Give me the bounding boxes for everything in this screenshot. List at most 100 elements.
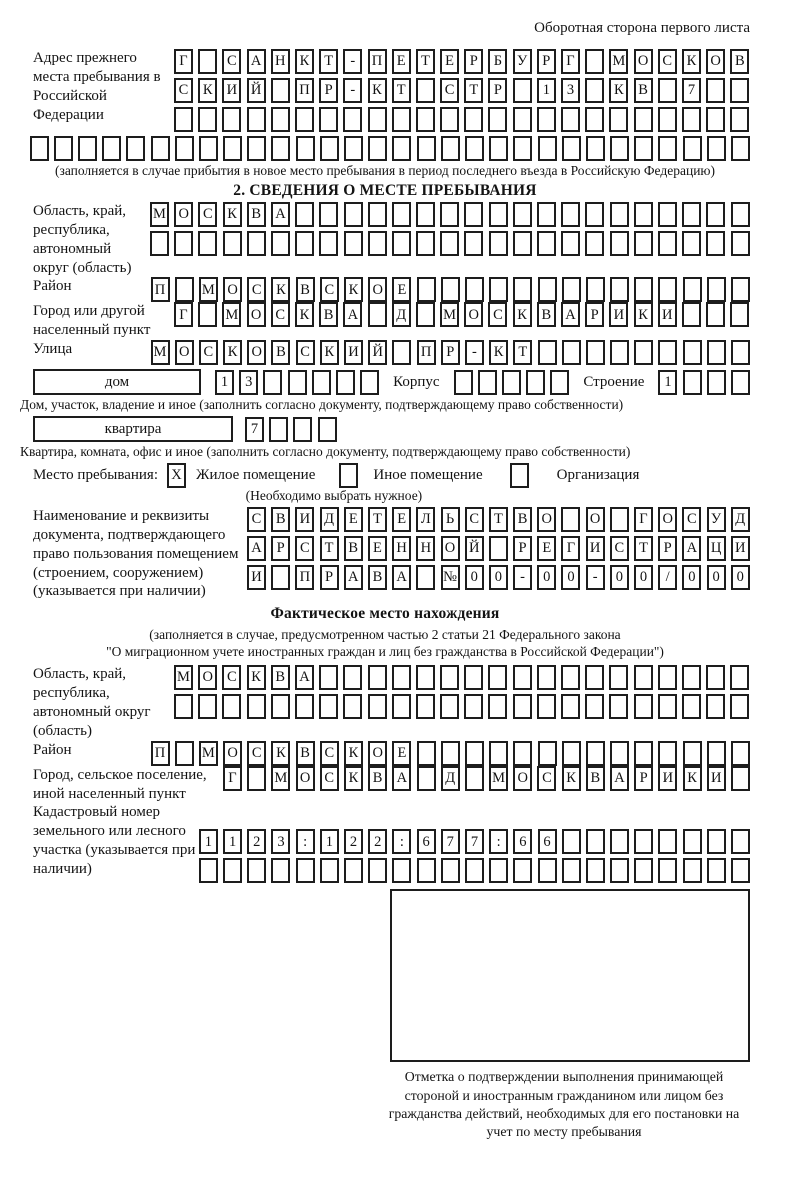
char-box[interactable] <box>295 230 315 256</box>
char-box[interactable] <box>392 858 412 884</box>
char-box[interactable] <box>440 694 460 720</box>
char-box[interactable]: 2 <box>344 829 363 855</box>
char-box[interactable] <box>271 136 291 161</box>
char-box[interactable] <box>537 230 556 256</box>
char-box[interactable] <box>391 230 411 256</box>
char-box[interactable] <box>706 829 726 855</box>
char-box[interactable] <box>634 340 654 366</box>
char-box[interactable] <box>246 694 266 720</box>
char-box[interactable] <box>198 858 218 884</box>
char-box[interactable] <box>585 230 605 256</box>
char-box[interactable] <box>682 277 702 303</box>
char-box[interactable]: К <box>223 340 243 366</box>
char-box[interactable]: К <box>294 49 314 74</box>
char-box[interactable] <box>657 694 677 720</box>
char-box[interactable] <box>489 858 509 884</box>
char-box[interactable]: О <box>440 535 460 561</box>
char-box[interactable] <box>150 136 170 161</box>
char-box[interactable]: Е <box>391 49 411 74</box>
char-box[interactable] <box>488 535 508 561</box>
char-box[interactable] <box>706 78 726 103</box>
char-box[interactable] <box>344 858 363 884</box>
char-box[interactable]: С <box>609 535 629 561</box>
char-box[interactable] <box>489 740 509 766</box>
char-box[interactable]: К <box>512 302 532 328</box>
char-box[interactable] <box>317 416 337 442</box>
char-box[interactable]: А <box>343 302 363 328</box>
char-box[interactable]: К <box>633 302 653 328</box>
char-box[interactable]: В <box>246 201 266 227</box>
char-box[interactable] <box>706 740 726 766</box>
char-box[interactable]: К <box>344 740 363 766</box>
char-box[interactable] <box>536 694 556 720</box>
char-box[interactable] <box>391 665 411 691</box>
char-box[interactable] <box>513 740 533 766</box>
char-box[interactable] <box>561 136 581 161</box>
char-box[interactable] <box>526 369 546 395</box>
char-box[interactable]: Г <box>634 506 653 532</box>
char-box[interactable]: Д <box>319 506 339 532</box>
char-box[interactable] <box>198 107 218 132</box>
char-box[interactable] <box>174 740 194 766</box>
char-box[interactable] <box>561 277 581 303</box>
char-box[interactable]: А <box>343 564 363 590</box>
char-box[interactable] <box>633 201 653 227</box>
char-box[interactable] <box>633 694 653 720</box>
char-box[interactable]: - <box>513 564 533 590</box>
char-box[interactable] <box>731 340 750 366</box>
char-box[interactable]: О <box>585 506 605 532</box>
char-box[interactable] <box>731 369 750 395</box>
char-box[interactable] <box>706 277 726 303</box>
char-box[interactable]: 7 <box>440 829 460 855</box>
char-box[interactable]: В <box>295 740 315 766</box>
char-box[interactable] <box>271 858 291 884</box>
char-box[interactable]: П <box>295 564 315 590</box>
char-box[interactable] <box>731 829 750 855</box>
char-box[interactable]: К <box>344 277 363 303</box>
char-box[interactable]: И <box>247 564 266 590</box>
char-box[interactable]: Т <box>513 340 533 366</box>
char-box[interactable] <box>731 136 750 161</box>
char-box[interactable] <box>223 136 243 161</box>
char-box[interactable] <box>339 462 359 488</box>
char-box[interactable]: А <box>610 765 629 791</box>
char-box[interactable] <box>174 136 194 161</box>
char-box[interactable]: С <box>270 302 290 328</box>
char-box[interactable] <box>440 107 460 132</box>
char-box[interactable]: 6 <box>513 829 533 855</box>
char-box[interactable] <box>681 107 701 132</box>
char-box[interactable]: 0 <box>634 564 653 590</box>
char-box[interactable]: А <box>392 564 412 590</box>
char-box[interactable]: И <box>295 506 315 532</box>
char-box[interactable] <box>263 369 283 395</box>
char-box[interactable] <box>610 858 630 884</box>
char-box[interactable] <box>561 107 580 132</box>
char-box[interactable]: О <box>295 765 315 791</box>
char-box[interactable]: С <box>537 765 557 791</box>
char-box[interactable]: М <box>150 340 170 366</box>
char-box[interactable] <box>416 740 436 766</box>
char-box[interactable] <box>512 665 532 691</box>
char-box[interactable] <box>730 302 750 328</box>
char-box[interactable] <box>682 829 702 855</box>
char-box[interactable] <box>657 78 677 103</box>
char-box[interactable]: X <box>167 462 186 488</box>
char-box[interactable] <box>270 107 290 132</box>
char-box[interactable] <box>682 230 702 256</box>
char-box[interactable]: К <box>319 340 339 366</box>
char-box[interactable] <box>416 858 436 884</box>
char-box[interactable]: 1 <box>215 369 234 395</box>
char-box[interactable] <box>392 136 412 161</box>
char-box[interactable] <box>537 277 557 303</box>
char-box[interactable]: А <box>270 201 290 227</box>
char-box[interactable] <box>537 340 557 366</box>
char-box[interactable]: П <box>150 740 170 766</box>
char-box[interactable]: Е <box>392 277 412 303</box>
char-box[interactable] <box>464 107 484 132</box>
char-box[interactable]: А <box>561 302 580 328</box>
char-box[interactable] <box>464 230 484 256</box>
char-box[interactable] <box>295 136 315 161</box>
char-box[interactable]: 1 <box>198 829 218 855</box>
char-box[interactable] <box>246 230 266 256</box>
char-box[interactable]: С <box>222 665 242 691</box>
